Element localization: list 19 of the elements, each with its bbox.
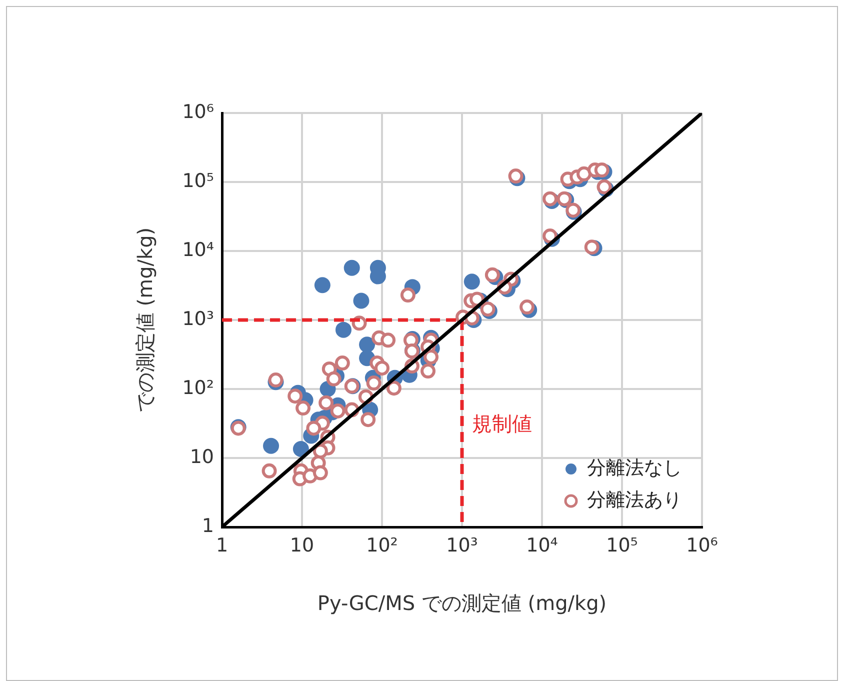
x-tick-label: 10³ xyxy=(446,534,478,556)
x-tick-label: 10⁶ xyxy=(686,534,718,556)
x-tick-label: 1 xyxy=(216,534,228,556)
x-axis-title: Py-GC/MS での測定値 (mg/kg) xyxy=(317,591,607,616)
y-axis-title: での測定値 (mg/kg) xyxy=(133,227,158,413)
x-tick-label: 10⁴ xyxy=(526,534,558,556)
legend-label: 分離法あり xyxy=(587,488,682,511)
x-tick-label: 10⁵ xyxy=(606,534,638,556)
y-tick-label: 10⁵ xyxy=(182,170,214,192)
annotation: 規制値 xyxy=(472,411,532,436)
y-tick-label: 1 xyxy=(202,514,214,537)
y-tick-label: 10² xyxy=(182,376,214,399)
legend-label: 分離法なし xyxy=(587,456,682,479)
y-tick-label: 10⁴ xyxy=(182,238,214,261)
x-tick-label: 10 xyxy=(290,534,314,556)
y-tick-label: 10³ xyxy=(182,308,214,330)
y-tick-label: 10⁶ xyxy=(182,100,214,123)
y-tick-label: 10 xyxy=(190,446,214,468)
x-tick-label: 10² xyxy=(366,534,398,556)
